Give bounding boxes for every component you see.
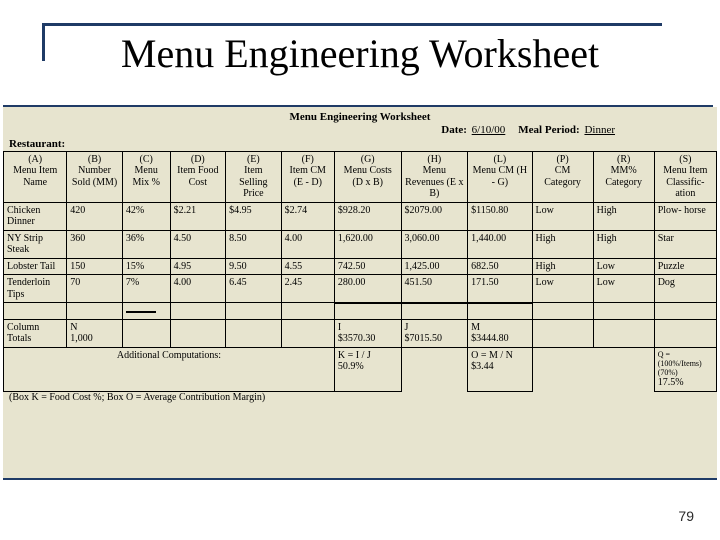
m-cell: M$3444.80	[468, 319, 532, 347]
table-row: Tenderloin Tips707%4.006.452.45280.00451…	[4, 275, 717, 303]
cell-b: 70	[67, 275, 123, 303]
header-row: (A)Menu Item Name (B)Number Sold (MM) (C…	[4, 151, 717, 202]
cell-d: $2.21	[170, 202, 226, 230]
page-number: 79	[678, 508, 694, 524]
totals-body: Column Totals N1,000 I$3570.30 J$7015.50…	[4, 303, 717, 392]
cell-h: $2079.00	[401, 202, 468, 230]
meal-period-value: Dinner	[582, 124, 617, 136]
cell-f: 2.45	[281, 275, 334, 303]
cell-d: 4.00	[170, 275, 226, 303]
cell-l: 682.50	[468, 258, 532, 275]
cell-g: 1,620.00	[334, 230, 401, 258]
col-g-header: (G)Menu Costs (D x B)	[334, 151, 401, 202]
box-note: (Box K = Food Cost %; Box O = Average Co…	[3, 392, 717, 404]
table-row: NY Strip Steak36036%4.508.504.001,620.00…	[4, 230, 717, 258]
col-d-header: (D)Item Food Cost	[170, 151, 226, 202]
cell-name: Lobster Tail	[4, 258, 67, 275]
cell-g: $928.20	[334, 202, 401, 230]
cell-h: 451.50	[401, 275, 468, 303]
cell-b: 420	[67, 202, 123, 230]
frame-top-border	[42, 23, 662, 26]
cell-e: 8.50	[226, 230, 282, 258]
cell-name: NY Strip Steak	[4, 230, 67, 258]
col-h-header: (H)Menu Revenues (E x B)	[401, 151, 468, 202]
cell-e: 6.45	[226, 275, 282, 303]
table-row: Chicken Dinner42042%$2.21$4.95$2.74$928.…	[4, 202, 717, 230]
spacer-row	[4, 303, 717, 320]
totals-row: Column Totals N1,000 I$3570.30 J$7015.50…	[4, 319, 717, 347]
table-body: Chicken Dinner42042%$2.21$4.95$2.74$928.…	[4, 202, 717, 303]
worksheet-table: (A)Menu Item Name (B)Number Sold (MM) (C…	[3, 151, 717, 392]
o-cell: O = M / N$3.44	[468, 347, 532, 391]
cell-r: Low	[593, 275, 654, 303]
cell-f: 4.55	[281, 258, 334, 275]
cell-b: 150	[67, 258, 123, 275]
q-cell: Q = (100%/Items) (70%)17.5%	[654, 347, 716, 391]
cell-h: 3,060.00	[401, 230, 468, 258]
cell-g: 742.50	[334, 258, 401, 275]
cell-c: 7%	[122, 275, 170, 303]
worksheet-area: Menu Engineering Worksheet Date: 6/10/00…	[3, 107, 717, 478]
date-line: Date: 6/10/00 Meal Period: Dinner	[3, 124, 717, 137]
cell-c: 42%	[122, 202, 170, 230]
cell-h: 1,425.00	[401, 258, 468, 275]
cell-r: High	[593, 202, 654, 230]
cell-l: 171.50	[468, 275, 532, 303]
col-p-header: (P)CM Category	[532, 151, 593, 202]
totals-label: Column Totals	[4, 319, 67, 347]
worksheet-heading: Menu Engineering Worksheet	[3, 107, 717, 124]
cell-b: 360	[67, 230, 123, 258]
cell-g: 280.00	[334, 275, 401, 303]
cell-d: 4.50	[170, 230, 226, 258]
cell-s: Dog	[654, 275, 716, 303]
cell-s: Puzzle	[654, 258, 716, 275]
cell-p: Low	[532, 275, 593, 303]
cell-r: Low	[593, 258, 654, 275]
cell-s: Plow- horse	[654, 202, 716, 230]
col-e-header: (E)Item Selling Price	[226, 151, 282, 202]
col-l-header: (L)Menu CM (H - G)	[468, 151, 532, 202]
additional-label: Additional Computations:	[4, 347, 335, 391]
table-row: Lobster Tail15015%4.959.504.55742.501,42…	[4, 258, 717, 275]
cell-l: $1150.80	[468, 202, 532, 230]
col-r-header: (R)MM% Category	[593, 151, 654, 202]
col-a-header: (A)Menu Item Name	[4, 151, 67, 202]
cell-f: $2.74	[281, 202, 334, 230]
i-cell: I$3570.30	[334, 319, 401, 347]
cell-p: High	[532, 230, 593, 258]
cell-p: Low	[532, 202, 593, 230]
bottom-rule	[3, 478, 717, 480]
cell-f: 4.00	[281, 230, 334, 258]
meal-period-label: Meal Period:	[518, 124, 579, 136]
restaurant-label: Restaurant:	[3, 136, 717, 151]
k-cell: K = I / J50.9%	[334, 347, 401, 391]
cell-e: 9.50	[226, 258, 282, 275]
cell-e: $4.95	[226, 202, 282, 230]
cell-c: 15%	[122, 258, 170, 275]
col-f-header: (F)Item CM (E - D)	[281, 151, 334, 202]
col-s-header: (S)Menu Item Classific- ation	[654, 151, 716, 202]
slide-title: Menu Engineering Worksheet	[0, 30, 720, 77]
n-cell: N1,000	[67, 319, 123, 347]
date-value: 6/10/00	[470, 124, 508, 136]
cell-name: Tenderloin Tips	[4, 275, 67, 303]
cell-l: 1,440.00	[468, 230, 532, 258]
cell-r: High	[593, 230, 654, 258]
date-label: Date:	[441, 124, 467, 136]
cell-p: High	[532, 258, 593, 275]
col-c-header: (C)Menu Mix %	[122, 151, 170, 202]
cell-c: 36%	[122, 230, 170, 258]
j-cell: J$7015.50	[401, 319, 468, 347]
computations-row: Additional Computations: K = I / J50.9% …	[4, 347, 717, 391]
cell-s: Star	[654, 230, 716, 258]
cell-d: 4.95	[170, 258, 226, 275]
cell-name: Chicken Dinner	[4, 202, 67, 230]
col-b-header: (B)Number Sold (MM)	[67, 151, 123, 202]
